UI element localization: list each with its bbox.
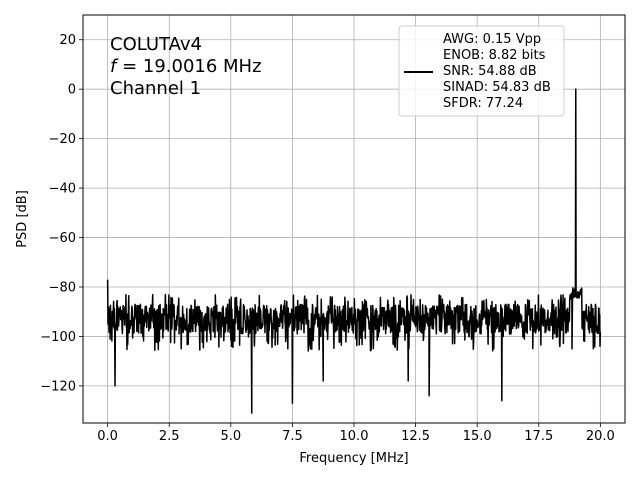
x-tick-label: 15.0	[463, 429, 492, 444]
legend-frame	[398, 25, 565, 117]
legend-enob: ENOB: 8.82 bits	[443, 48, 546, 63]
annotation-frequency-symbol: f	[110, 56, 119, 77]
annotation-channel: Channel 1	[110, 78, 201, 99]
legend-sinad: SINAD: 54.83 dB	[443, 80, 551, 95]
x-tick-label: 20.0	[586, 429, 615, 444]
x-axis-ticks: 0.0 2.5 5.0 7.5 10.0 12.5 15.0 17.5 20.0	[97, 423, 615, 444]
series-layer	[106, 88, 602, 414]
annotation-box: COLUTAv4 f = 19.0016 MHz Channel 1	[110, 34, 262, 99]
y-tick-label: −20	[49, 132, 76, 147]
legend-sfdr: SFDR: 77.24	[443, 96, 523, 111]
y-axis-label: PSD [dB]	[15, 190, 30, 248]
y-tick-label: −120	[40, 379, 76, 394]
x-axis-label: Frequency [MHz]	[299, 451, 408, 466]
legend-snr: SNR: 54.88 dB	[443, 64, 537, 79]
annotation-frequency-value: = 19.0016 MHz	[116, 56, 261, 77]
y-axis-ticks: 20 0 −20 −40 −60 −80 −100 −120	[40, 33, 83, 394]
legend: AWG: 0.15 Vpp ENOB: 8.82 bits SNR: 54.88…	[398, 25, 565, 117]
x-tick-label: 0.0	[97, 429, 118, 444]
annotation-frequency: f = 19.0016 MHz	[110, 56, 262, 77]
psd-trace	[106, 88, 602, 414]
x-tick-label: 2.5	[159, 429, 180, 444]
y-tick-label: 0	[68, 83, 76, 98]
annotation-device: COLUTAv4	[110, 34, 202, 55]
x-tick-label: 7.5	[282, 429, 303, 444]
y-tick-label: −80	[49, 281, 76, 296]
y-tick-label: −40	[49, 182, 76, 197]
x-tick-label: 5.0	[220, 429, 241, 444]
x-tick-label: 17.5	[524, 429, 553, 444]
y-tick-label: −60	[49, 231, 76, 246]
y-tick-label: −100	[40, 330, 76, 345]
y-tick-label: 20	[59, 33, 76, 48]
x-tick-label: 10.0	[340, 429, 369, 444]
x-tick-label: 12.5	[401, 429, 430, 444]
legend-awg: AWG: 0.15 Vpp	[443, 32, 541, 47]
